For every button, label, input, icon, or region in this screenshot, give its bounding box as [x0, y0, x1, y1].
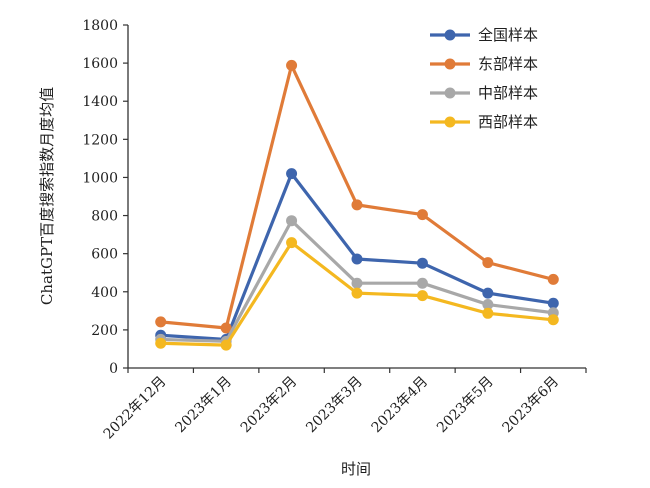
x-tick-label: 2022年12月: [101, 374, 170, 443]
legend-label: 西部样本: [478, 113, 538, 131]
legend-item: 东部样本: [430, 55, 538, 73]
legend-item: 中部样本: [430, 84, 538, 102]
data-point: [286, 59, 298, 71]
series-0: [155, 168, 559, 345]
y-axis-title: ChatGPT百度搜索指数月度均值: [38, 87, 56, 305]
x-tick-label: 2023年3月: [303, 374, 366, 437]
y-tick-label: 1200: [82, 132, 118, 148]
data-point: [547, 297, 559, 309]
y-tick-label: 1000: [82, 170, 118, 186]
legend-swatch-marker: [444, 116, 456, 128]
x-tick-label: 2023年5月: [434, 374, 497, 437]
axes: [127, 25, 586, 369]
legend-item: 西部样本: [430, 113, 538, 131]
x-tick-label: 2023年1月: [172, 374, 235, 437]
x-axis-title: 时间: [341, 460, 371, 478]
series: [155, 59, 559, 351]
y-tick-label: 1600: [82, 56, 118, 72]
y-tick-label: 1800: [82, 18, 118, 34]
y-tick-label: 800: [91, 209, 118, 225]
x-tick-label: 2023年2月: [238, 374, 301, 437]
data-point: [482, 299, 494, 311]
legend-label: 中部样本: [478, 84, 538, 102]
data-point: [482, 287, 494, 299]
data-point: [416, 257, 428, 269]
data-point: [416, 209, 428, 221]
x-tick-label: 2023年6月: [500, 374, 563, 437]
series-1: [155, 59, 559, 334]
legend-swatch-marker: [444, 58, 456, 70]
y-tick-label: 1400: [82, 94, 118, 110]
data-point: [547, 314, 559, 326]
x-tick-label: 2023年4月: [369, 374, 432, 437]
data-point: [416, 290, 428, 302]
data-point: [155, 316, 167, 328]
data-point: [286, 168, 298, 180]
data-point: [351, 277, 363, 289]
y-tick-label: 200: [91, 323, 118, 339]
data-point: [220, 322, 232, 334]
legend-item: 全国样本: [430, 26, 538, 44]
legend-label: 全国样本: [478, 26, 538, 44]
data-point: [351, 199, 363, 211]
legend-swatch-marker: [444, 29, 456, 41]
data-point: [351, 253, 363, 265]
data-point: [416, 277, 428, 289]
data-point: [286, 215, 298, 227]
legend-label: 东部样本: [478, 55, 538, 73]
y-tick-label: 400: [91, 285, 118, 301]
legend-swatch-marker: [444, 87, 456, 99]
data-point: [547, 273, 559, 285]
series-3: [155, 237, 559, 351]
data-point: [351, 287, 363, 299]
data-point: [220, 339, 232, 351]
data-point: [286, 237, 298, 249]
y-tick-label: 0: [109, 361, 118, 377]
data-point: [482, 307, 494, 319]
y-tick-label: 600: [91, 247, 118, 263]
data-point: [155, 337, 167, 349]
data-point: [482, 257, 494, 269]
